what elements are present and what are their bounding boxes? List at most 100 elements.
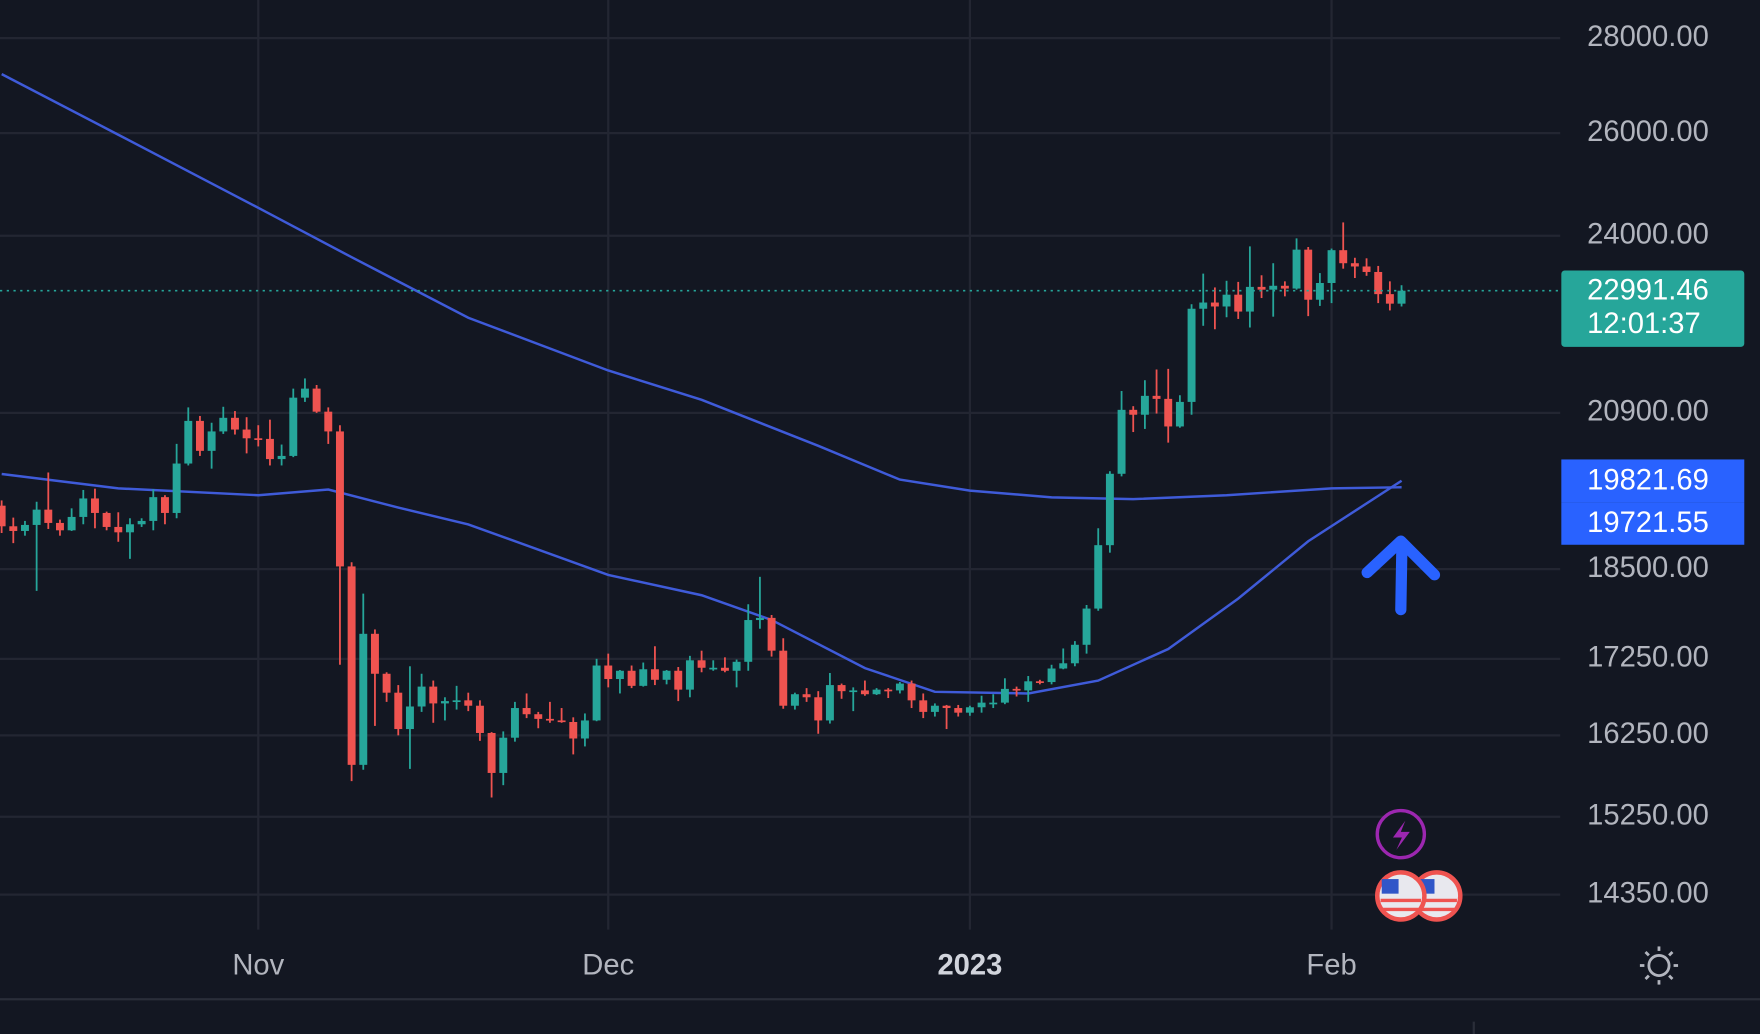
candle-body xyxy=(720,667,729,671)
candle-body xyxy=(615,670,624,680)
candle-body xyxy=(195,420,204,451)
candle-body xyxy=(837,685,846,692)
candle-body xyxy=(557,720,566,723)
candle-body xyxy=(289,397,298,456)
candle-body xyxy=(674,670,683,690)
candle-body xyxy=(1070,644,1079,664)
candle-body xyxy=(709,667,718,670)
candle-body xyxy=(884,689,893,692)
candle-body xyxy=(580,720,589,739)
candle-body xyxy=(1257,286,1266,290)
candle-body xyxy=(1222,294,1231,307)
candle-body xyxy=(1245,286,1254,312)
candle-body xyxy=(277,455,286,460)
y-tick-label: 18500.00 xyxy=(1587,552,1709,584)
candle-body xyxy=(324,411,333,432)
candle-body xyxy=(569,722,578,739)
ma-value-box xyxy=(1561,459,1745,503)
candle-body xyxy=(1024,681,1033,691)
x-tick-label: 2023 xyxy=(937,949,1002,981)
candle-body xyxy=(814,697,823,721)
candle-body xyxy=(90,498,99,513)
x-tick-label: Feb xyxy=(1306,949,1356,981)
candle-body xyxy=(1234,294,1243,312)
candle-body xyxy=(359,633,368,765)
ma-value-label: 19821.69 xyxy=(1587,465,1709,497)
candle-body xyxy=(1152,395,1161,399)
last-price-box xyxy=(1561,270,1745,347)
candle-body xyxy=(825,685,834,721)
candle-body xyxy=(1047,668,1056,683)
candle-body xyxy=(32,509,41,525)
candle-body xyxy=(1292,249,1301,289)
event-icon[interactable] xyxy=(1375,808,1427,860)
candle-body xyxy=(464,700,473,706)
candle-body xyxy=(697,660,706,668)
candle-body xyxy=(1374,271,1383,295)
candle-body xyxy=(1164,398,1173,427)
candle-body xyxy=(44,509,53,523)
candle-body xyxy=(732,661,741,671)
candles xyxy=(0,222,1406,798)
candle-body xyxy=(907,683,916,701)
candle-body xyxy=(1000,688,1009,703)
candle-body xyxy=(919,700,928,712)
candle-body xyxy=(1397,290,1406,304)
x-tick-label: Nov xyxy=(232,949,284,981)
candle-body xyxy=(0,505,6,527)
candle-body xyxy=(300,388,309,398)
candle-body xyxy=(1094,545,1103,609)
candle-body xyxy=(125,524,134,533)
candle-body xyxy=(312,388,321,412)
candle-body xyxy=(102,512,111,527)
candle-body xyxy=(930,705,939,712)
candle-body xyxy=(405,706,414,730)
candle-body xyxy=(1315,283,1324,300)
economic-event-icons[interactable] xyxy=(1374,870,1463,922)
candle-body xyxy=(604,665,613,680)
candle-body xyxy=(160,497,169,513)
y-tick-label: 16250.00 xyxy=(1587,718,1709,750)
candle-body xyxy=(989,702,998,705)
candle-body xyxy=(744,620,753,662)
last-price-label: 22991.46 xyxy=(1587,275,1709,307)
candle-body xyxy=(592,665,601,721)
candle-body xyxy=(942,705,951,709)
candle-body xyxy=(662,670,671,680)
candle-body xyxy=(545,718,554,721)
candle-body xyxy=(1117,409,1126,474)
ma-value-box xyxy=(1561,502,1745,545)
candle-body xyxy=(335,431,344,567)
candle-body xyxy=(779,650,788,706)
candle-body xyxy=(67,516,76,531)
x-tick-label: Dec xyxy=(582,949,634,981)
candle-body xyxy=(137,520,146,525)
candle-body xyxy=(965,707,974,713)
candle-body xyxy=(650,669,659,680)
candle-body xyxy=(522,708,531,715)
candle-body xyxy=(1199,302,1208,309)
y-tick-label: 15250.00 xyxy=(1587,799,1709,831)
candle-body xyxy=(534,714,543,719)
up-arrow-icon xyxy=(1361,535,1441,616)
candle-body xyxy=(20,524,29,531)
candle-body xyxy=(767,617,776,651)
candle-body xyxy=(872,689,881,695)
y-tick-label: 20900.00 xyxy=(1587,396,1709,428)
y-tick-label: 26000.00 xyxy=(1587,116,1709,148)
candle-body xyxy=(1327,250,1336,284)
candle-body xyxy=(1362,266,1371,272)
candle-body xyxy=(627,670,636,686)
candle-body xyxy=(347,566,356,765)
candle-body xyxy=(114,526,123,533)
candle-body xyxy=(254,438,263,440)
candle-body xyxy=(9,526,18,531)
countdown-label: 12:01:37 xyxy=(1587,308,1701,340)
candle-body xyxy=(1082,608,1091,645)
candle-body xyxy=(79,498,88,517)
candle-body xyxy=(475,705,484,733)
settings-icon[interactable] xyxy=(1639,946,1679,985)
candle-body xyxy=(1350,263,1359,267)
